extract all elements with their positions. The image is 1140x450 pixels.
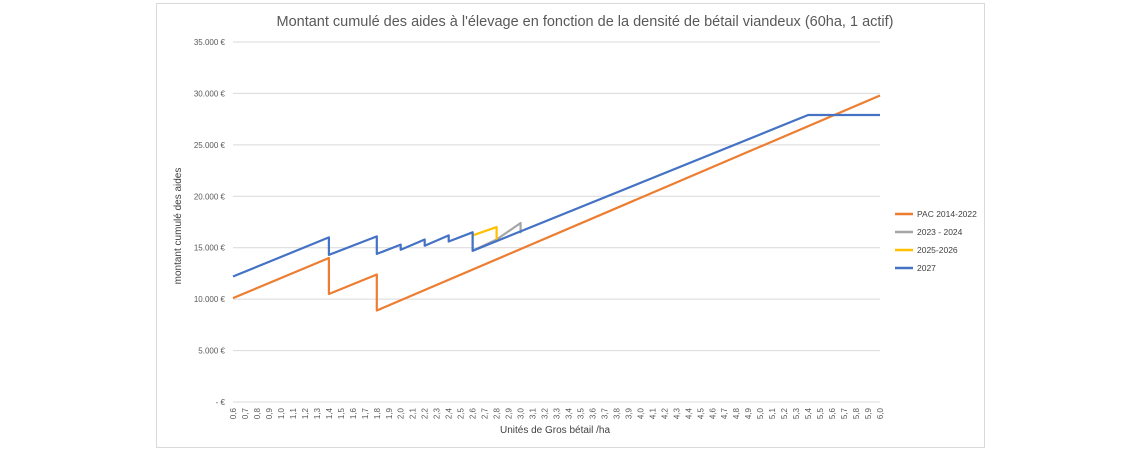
x-tick-label: 1,4: [325, 407, 334, 419]
x-tick-label: 0,6: [229, 407, 238, 419]
x-tick-label: 5,8: [852, 407, 861, 419]
x-tick-label: 3,3: [553, 407, 562, 419]
x-tick-label: 5,3: [792, 407, 801, 419]
x-tick-label: 3,4: [564, 407, 573, 419]
x-tick-label: 5,0: [756, 407, 765, 419]
x-tick-label: 4,1: [648, 407, 657, 419]
legend-label: 2023 - 2024: [917, 227, 963, 237]
x-tick-label: 2,6: [469, 407, 478, 419]
x-tick-label: 3,0: [517, 407, 526, 419]
x-tick-label: 0,7: [241, 407, 250, 419]
x-tick-label: 5,2: [780, 407, 789, 419]
x-tick-label: 4,2: [660, 407, 669, 419]
series-line-0: [232, 94, 881, 312]
x-tick-label: 5,9: [864, 407, 873, 419]
x-tick-label: 5,4: [804, 407, 813, 419]
x-axis-ticks: 0,6 0,7 0,8 0,9 1,0 1,1 1,2 1,3 1,4 1,5 1,6 1,7 1,8 1…: [229, 407, 885, 419]
x-tick-label: 2,7: [481, 407, 490, 419]
line-chart: Montant cumulé des aides à l'élevage en …: [173, 14, 977, 436]
series-lines: [232, 94, 881, 312]
y-axis-label: montant cumulé des aides: [173, 168, 184, 285]
y-tick-label: - €: [216, 398, 226, 407]
x-tick-label: 0,9: [265, 407, 274, 419]
chart-title: Montant cumulé des aides à l'élevage en …: [276, 14, 893, 30]
legend-label: 2025-2026: [917, 245, 958, 255]
x-tick-label: 3,7: [600, 407, 609, 419]
gridlines: [233, 41, 880, 403]
x-tick-label: 5,7: [840, 407, 849, 419]
legend-label: PAC 2014-2022: [917, 209, 977, 219]
x-axis-label: Unités de Gros bétail /ha: [500, 425, 610, 436]
x-tick-label: 1,1: [289, 407, 298, 419]
x-tick-label: 3,9: [624, 407, 633, 419]
x-tick-label: 4,6: [708, 407, 717, 419]
x-tick-label: 2,4: [445, 407, 454, 419]
x-tick-label: 4,4: [684, 407, 693, 419]
y-tick-label: 25.000 €: [194, 141, 226, 150]
legend-label: 2027: [917, 263, 936, 273]
x-tick-label: 2,5: [457, 407, 466, 419]
y-tick-label: 20.000 €: [194, 192, 226, 201]
x-tick-label: 4,0: [636, 407, 645, 419]
x-tick-label: 2,2: [421, 407, 430, 419]
x-tick-label: 1,9: [385, 407, 394, 419]
x-tick-label: 4,9: [744, 407, 753, 419]
x-tick-label: 1,5: [337, 407, 346, 419]
x-tick-label: 1,0: [277, 407, 286, 419]
x-tick-label: 1,3: [313, 407, 322, 419]
y-axis-ticks: - € 5.000 € 10.000 € 15.000 € 20.000 € 25.000…: [194, 38, 226, 407]
x-tick-label: 3,2: [541, 407, 550, 419]
x-tick-label: 4,5: [696, 407, 705, 419]
x-tick-label: 3,8: [612, 407, 621, 419]
x-tick-label: 5,5: [816, 407, 825, 419]
x-tick-label: 1,7: [361, 407, 370, 419]
x-tick-label: 5,1: [768, 407, 777, 419]
x-tick-label: 2,1: [409, 407, 418, 419]
x-tick-label: 0,8: [253, 407, 262, 419]
y-tick-label: 10.000 €: [194, 295, 226, 304]
x-tick-label: 1,8: [373, 407, 382, 419]
x-tick-label: 1,6: [349, 407, 358, 419]
x-tick-label: 3,6: [588, 407, 597, 419]
x-tick-label: 1,2: [301, 407, 310, 419]
series-line-2: [472, 226, 498, 240]
x-tick-label: 3,5: [576, 407, 585, 419]
y-tick-label: 15.000 €: [194, 244, 226, 253]
y-tick-label: 35.000 €: [194, 38, 226, 47]
y-tick-label: 5.000 €: [198, 347, 225, 356]
x-tick-label: 4,3: [672, 407, 681, 419]
y-tick-label: 30.000 €: [194, 89, 226, 98]
x-tick-label: 2,0: [397, 407, 406, 419]
series-line-3: [232, 113, 880, 278]
x-tick-label: 4,7: [720, 407, 729, 419]
x-tick-label: 3,1: [529, 407, 538, 419]
x-tick-label: 4,8: [732, 407, 741, 419]
x-tick-label: 2,9: [505, 407, 514, 419]
legend: PAC 2014-2022 2023 - 2024 2025-2026 2027: [895, 209, 977, 273]
x-tick-label: 2,3: [433, 407, 442, 419]
x-tick-label: 5,6: [828, 407, 837, 419]
x-tick-label: 6,0: [876, 407, 885, 419]
x-tick-label: 2,8: [493, 407, 502, 419]
chart-frame: Montant cumulé des aides à l'élevage en …: [156, 3, 985, 448]
